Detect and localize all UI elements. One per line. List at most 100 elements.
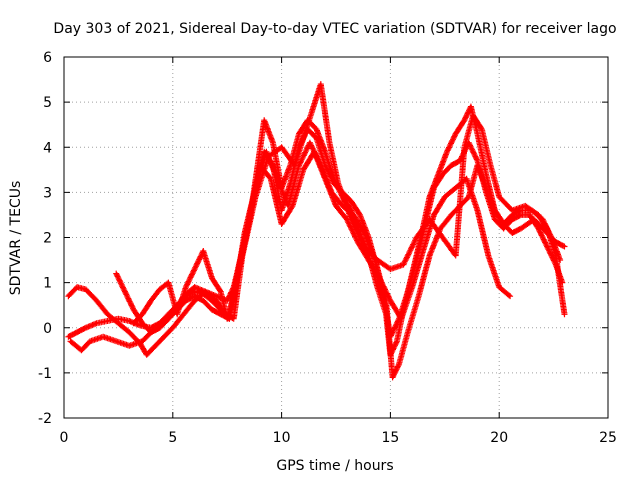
data-point-marks <box>531 216 549 235</box>
data-point-marks <box>474 162 489 190</box>
data-point-marks <box>339 202 356 217</box>
data-point-marks <box>348 216 367 249</box>
data-point-marks <box>232 231 248 291</box>
data-point-marks <box>441 185 458 200</box>
x-tick-label: 20 <box>490 430 508 446</box>
data-point-marks <box>161 325 175 340</box>
data-point-marks <box>313 135 328 167</box>
data-point-marks <box>317 162 335 194</box>
data-point-marks <box>439 163 454 178</box>
data-point-marks <box>174 285 189 318</box>
data-point-marks <box>535 211 550 231</box>
data-point-marks <box>552 239 567 249</box>
data-point-marks <box>169 312 186 331</box>
data-point-marks <box>306 139 324 167</box>
data-point-marks <box>398 285 415 322</box>
data-point-marks <box>285 163 302 209</box>
data-point-marks <box>452 118 467 137</box>
data-point-marks <box>143 343 158 358</box>
data-point-marks <box>491 207 506 226</box>
y-axis-label: SDTVAR / TECUs <box>8 181 24 296</box>
data-point-marks <box>444 132 458 155</box>
y-tick-label: 5 <box>43 95 52 111</box>
data-point-marks <box>113 338 131 349</box>
data-point-marks <box>326 139 341 185</box>
y-tick-label: 1 <box>43 276 52 292</box>
data-point-marks <box>82 286 99 303</box>
data-point-marks <box>522 202 541 217</box>
data-point-marks <box>348 198 363 217</box>
data-point-marks <box>267 175 285 226</box>
data-point-marks <box>87 334 105 345</box>
data-point-marks <box>361 230 378 262</box>
data-point-marks <box>291 123 311 169</box>
y-tick-label: 6 <box>43 50 52 66</box>
data-point-marks <box>182 267 197 291</box>
data-point-marks <box>278 204 295 227</box>
y-tick-label: 4 <box>43 140 52 156</box>
data-point-marks <box>518 217 536 232</box>
data-point-marks <box>430 172 445 191</box>
data-point-marks <box>241 186 259 236</box>
data-point-marks <box>202 288 219 303</box>
data-point-marks <box>115 320 132 335</box>
x-tick-label: 15 <box>381 430 399 446</box>
y-tick-label: 3 <box>43 185 52 201</box>
data-point-marks <box>200 290 214 303</box>
data-point-marks <box>474 130 489 176</box>
x-tick-label: 25 <box>599 430 617 446</box>
data-point-marks <box>461 114 476 151</box>
data-point-marks <box>343 216 361 244</box>
data-point-marks <box>474 207 491 257</box>
data-point-marks <box>496 284 512 299</box>
data-point-marks <box>148 287 162 304</box>
data-point-marks <box>430 195 447 218</box>
data-point-marks <box>435 150 450 178</box>
x-tick-label: 0 <box>60 430 69 446</box>
data-point-marks <box>209 275 223 294</box>
axis-ticks: 0 5 10 15 20 25 -2 -1 0 1 2 3 4 5 6 <box>38 50 617 446</box>
data-point-marks <box>350 211 367 235</box>
data-series <box>65 81 568 381</box>
data-point-marks <box>544 230 558 244</box>
data-point-marks <box>78 339 92 354</box>
data-point-marks <box>93 318 109 327</box>
data-point-marks <box>148 320 162 331</box>
y-tick-label: 0 <box>43 321 52 337</box>
y-tick-label: -1 <box>38 366 52 382</box>
data-point <box>507 293 514 300</box>
data-point-marks <box>322 162 337 185</box>
data-point-marks <box>448 204 462 218</box>
data-point-marks <box>372 257 389 303</box>
data-point-marks <box>93 297 110 316</box>
data-point-marks <box>437 213 454 232</box>
data-point-marks <box>552 252 568 316</box>
data-point-marks <box>487 162 502 199</box>
data-point-marks <box>413 217 432 241</box>
data-point-marks <box>130 312 145 327</box>
data-point-marks <box>289 168 306 209</box>
data-point-marks <box>383 297 396 379</box>
data-point-marks <box>224 285 239 322</box>
data-point-marks <box>354 239 371 262</box>
data-point-marks <box>200 297 214 312</box>
data-point-marks <box>389 362 402 381</box>
data-point-marks <box>333 202 349 222</box>
data-point-marks <box>415 254 433 300</box>
data-point-marks <box>396 330 411 367</box>
x-tick-label: 5 <box>168 430 177 446</box>
data-point-marks <box>156 312 175 331</box>
data-point-marks <box>465 139 480 163</box>
y-tick-label: -2 <box>38 411 52 427</box>
data-point-marks <box>535 225 550 249</box>
data-point-marks <box>156 312 171 327</box>
data-point-marks <box>496 193 515 213</box>
y-tick-label: 2 <box>43 231 52 247</box>
data-point-marks <box>457 195 471 209</box>
data-point-marks <box>180 298 197 318</box>
data-point-marks <box>252 150 269 191</box>
data-point-marks <box>509 212 523 223</box>
chart-title: Day 303 of 2021, Sidereal Day-to-day VTE… <box>53 21 616 37</box>
x-axis-label: GPS time / hours <box>276 458 393 474</box>
